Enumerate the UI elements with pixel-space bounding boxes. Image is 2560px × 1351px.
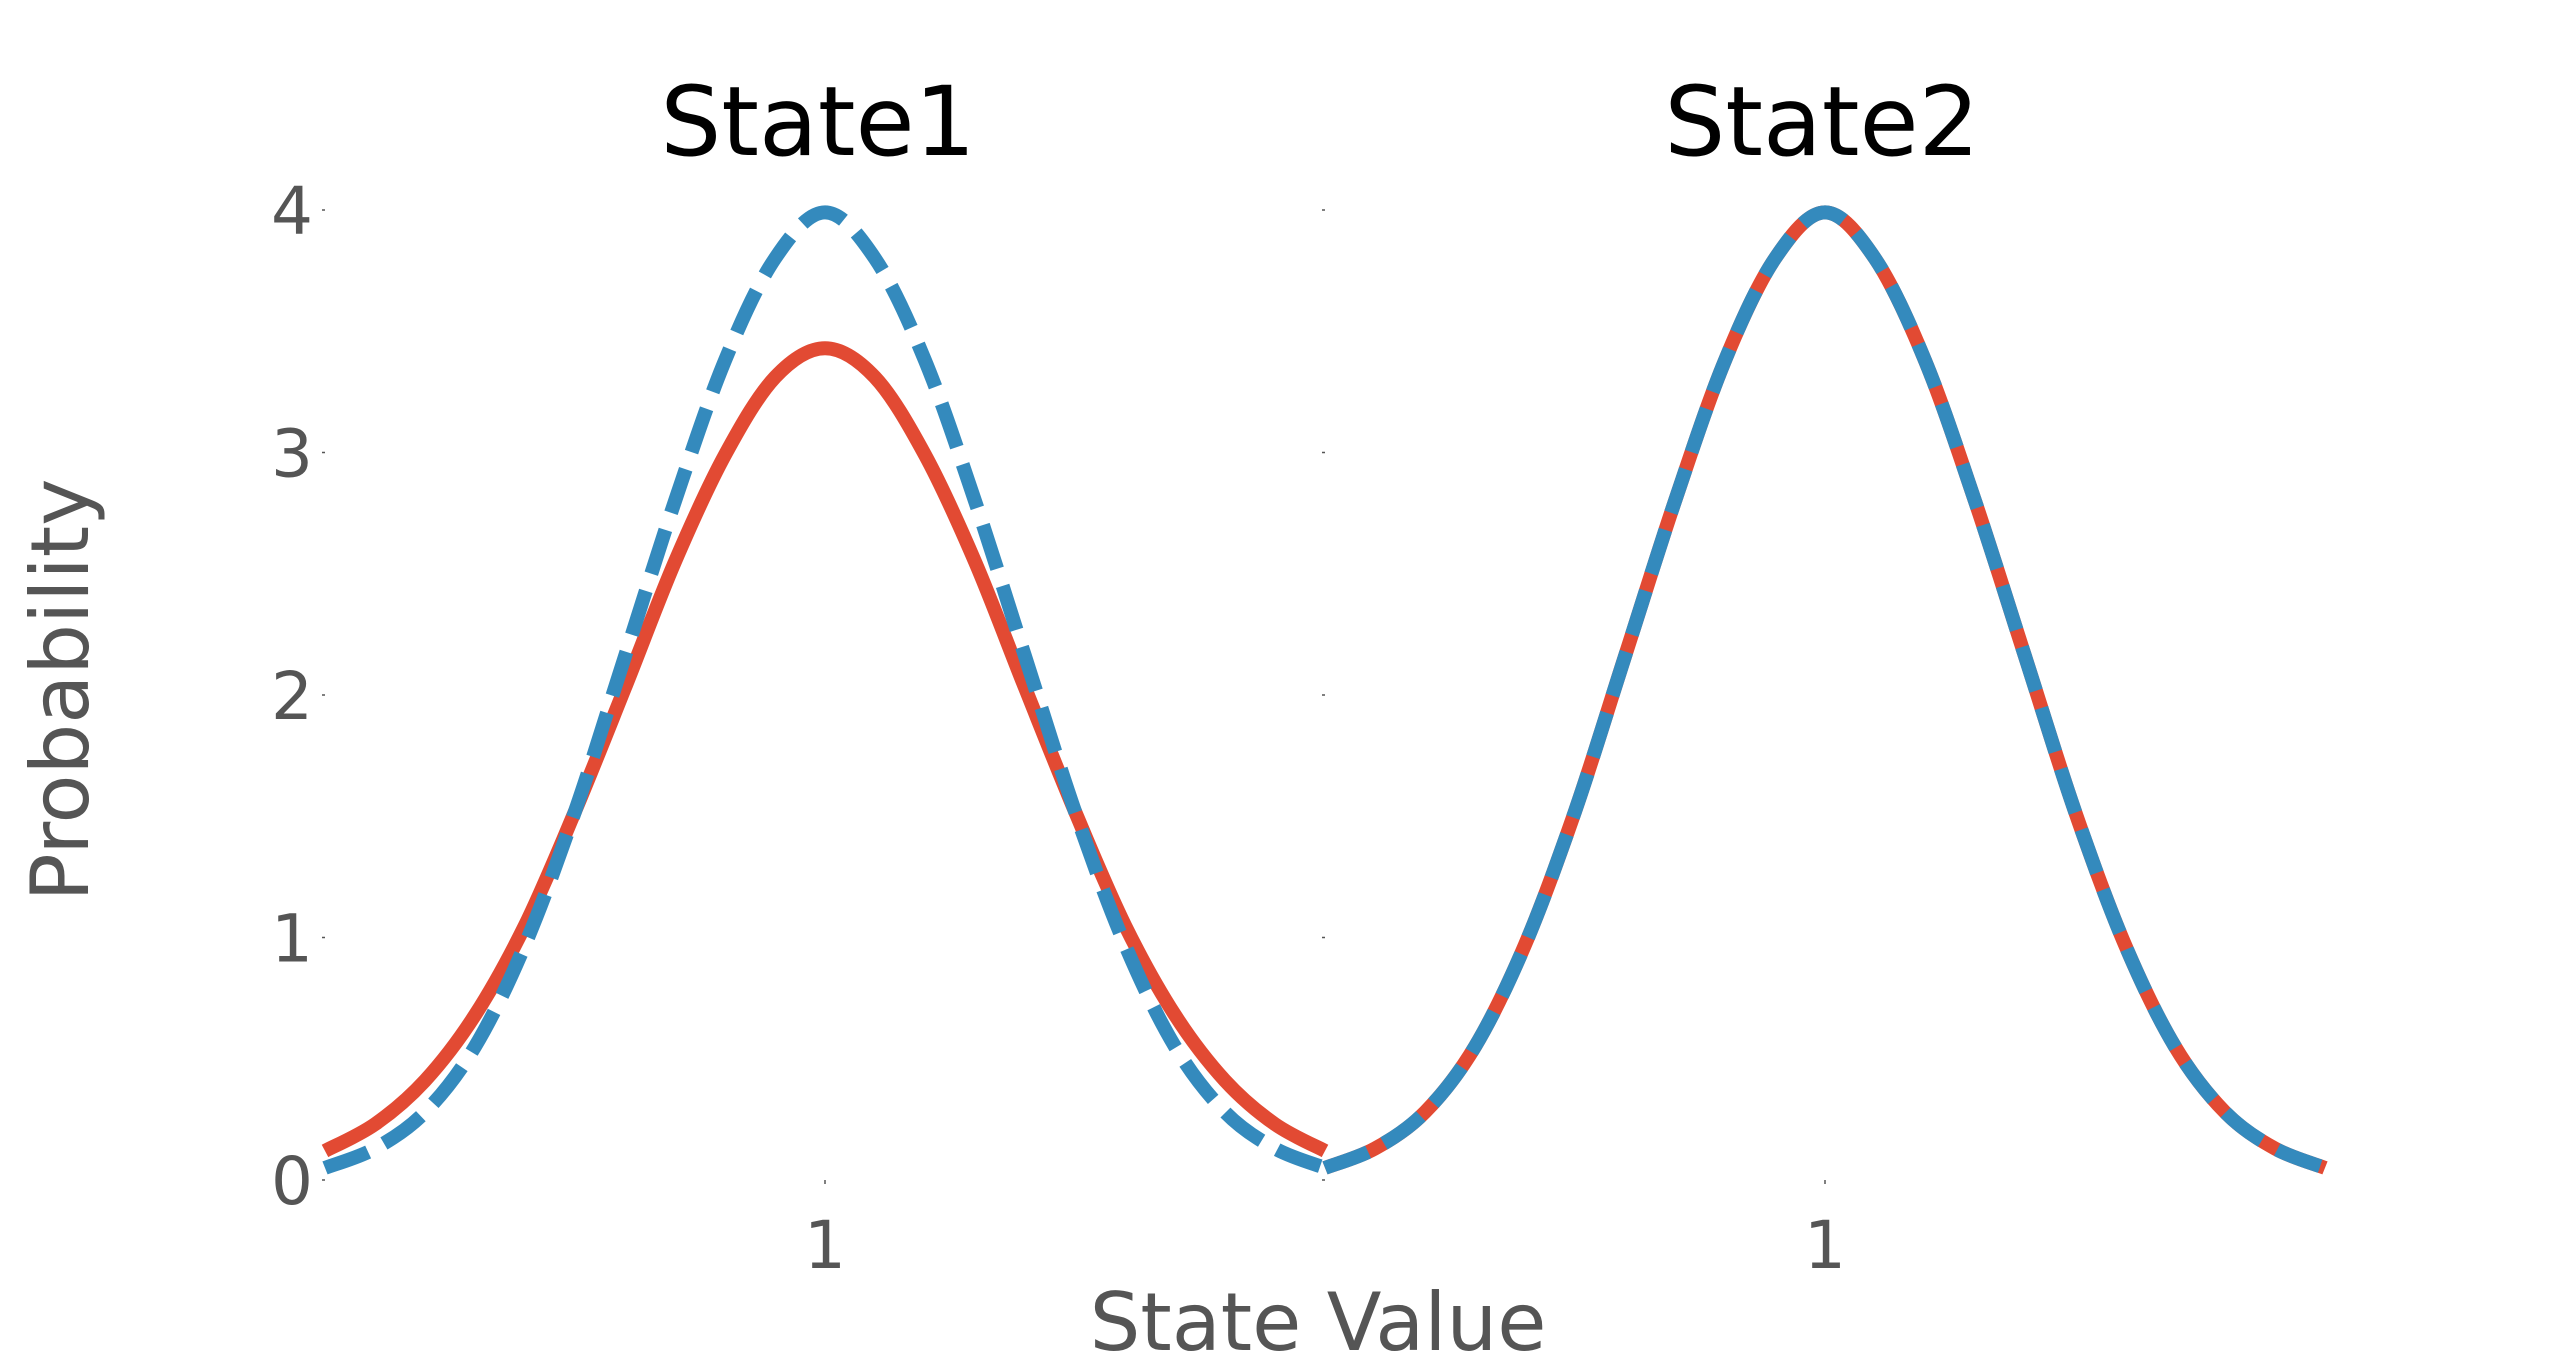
y-tick-label: 4 bbox=[271, 173, 313, 250]
dashed-series-line bbox=[1322, 205, 2328, 1175]
panel-state1: 0 1 2 3 4 1 bbox=[271, 173, 1329, 1284]
solid-series-line bbox=[321, 341, 1329, 1158]
y-tick-label: 1 bbox=[271, 901, 313, 978]
x-tick-label: 1 bbox=[1804, 1207, 1846, 1284]
x-axis-label: State Value bbox=[1090, 1276, 1547, 1351]
dashed-series-line bbox=[322, 205, 1328, 1175]
y-tick-label: 2 bbox=[271, 658, 313, 735]
panel-title-state2: State2 bbox=[1664, 66, 1979, 178]
panel-state2: 1 bbox=[1322, 205, 2328, 1284]
y-axis-label: Probability bbox=[14, 479, 107, 902]
y-tick-label: 3 bbox=[271, 416, 313, 493]
panel-title-state1: State1 bbox=[660, 66, 975, 178]
y-tick-label: 0 bbox=[271, 1143, 313, 1220]
x-tick-label: 1 bbox=[804, 1207, 846, 1284]
solid-series-line bbox=[1322, 205, 2328, 1175]
